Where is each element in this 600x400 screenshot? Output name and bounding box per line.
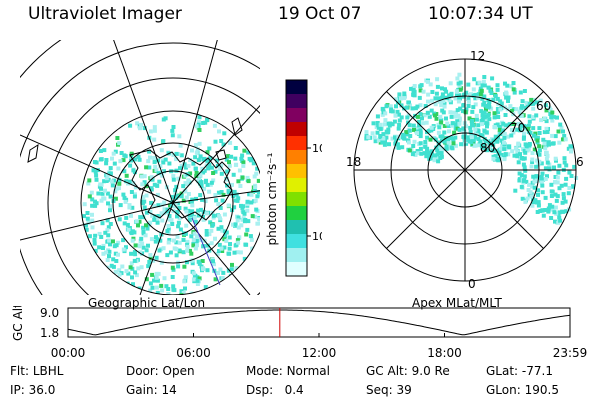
colorbar: 100 10 <box>285 79 322 277</box>
image-time: 10:07:34 UT <box>428 4 533 24</box>
apex-panel-label: Apex MLat/MLT <box>412 296 502 310</box>
instrument-title: Ultraviolet Imager <box>28 4 182 24</box>
colorbar-unit-label: photon cm⁻²s⁻¹ <box>265 152 279 246</box>
colorbar-cell <box>286 220 307 235</box>
xtick-label: 18:00 <box>427 346 462 360</box>
mode-info: Mode: Normal <box>246 364 330 378</box>
lat-label-70: 70 <box>510 121 525 135</box>
ytick-min: 1.8 <box>40 326 59 340</box>
dsp-info: Dsp: 0.4 <box>246 383 304 397</box>
colorbar-tick-label: 10 <box>312 230 322 243</box>
altitude-xticks: 00:00 06:00 12:00 18:00 23:59 <box>51 333 588 360</box>
mlt-label-18: 18 <box>346 155 361 169</box>
xtick-label: 00:00 <box>51 346 86 360</box>
apex-image: 12 6 0 18 80 70 60 <box>346 49 584 291</box>
colorbar-ticks: 100 10 <box>307 142 322 243</box>
gc-alt-info: GC Alt: 9.0 Re <box>366 364 450 378</box>
apex-aurora-pixels <box>364 72 579 225</box>
altitude-curve <box>67 309 571 336</box>
colorbar-scale <box>286 80 307 277</box>
geographic-grid <box>20 40 260 295</box>
altitude-ylabel: GC Alt <box>11 306 25 341</box>
gain-info: Gain: 14 <box>126 383 177 397</box>
ip-info: IP: 36.0 <box>10 383 56 397</box>
geographic-panel-label: Geographic Lat/Lon <box>88 296 206 310</box>
geographic-coastlines <box>27 117 243 221</box>
geographic-image <box>20 40 260 295</box>
glat-info: GLat: -77.1 <box>486 364 553 378</box>
filter-info: Flt: LBHL <box>10 364 64 378</box>
colorbar-cell <box>286 262 307 277</box>
ytick-max: 9.0 <box>40 306 59 320</box>
glon-info: GLon: 190.5 <box>486 383 559 397</box>
colorbar-tick-label: 100 <box>312 142 322 155</box>
mlt-label-0: 0 <box>468 277 476 291</box>
lat-label-60: 60 <box>536 99 551 113</box>
colorbar-cell <box>286 136 307 151</box>
apex-grid <box>353 58 577 282</box>
colorbar-cell <box>286 234 307 249</box>
seq-info: Seq: 39 <box>366 383 412 397</box>
colorbar-cell <box>286 94 307 109</box>
colorbar-cell <box>286 150 307 165</box>
colorbar-cell <box>286 178 307 193</box>
xtick-label: 12:00 <box>302 346 337 360</box>
colorbar-cell <box>286 206 307 221</box>
lat-label-80: 80 <box>480 141 495 155</box>
xtick-label: 23:59 <box>553 346 588 360</box>
mlt-label-6: 6 <box>576 155 584 169</box>
image-date: 19 Oct 07 <box>278 4 362 24</box>
door-info: Door: Open <box>126 364 195 378</box>
altitude-plot: 9.0 1.8 GC Alt 00:00 06:00 12:00 18:00 23:59 <box>11 306 588 360</box>
xtick-label: 06:00 <box>176 346 211 360</box>
mlt-label-12: 12 <box>470 49 485 63</box>
colorbar-cell <box>286 192 307 207</box>
satellite-track <box>191 217 221 286</box>
colorbar-cell <box>286 122 307 137</box>
colorbar-cell <box>286 164 307 179</box>
geographic-aurora-pixels <box>82 115 260 295</box>
colorbar-cell <box>286 248 307 263</box>
colorbar-cell <box>286 108 307 123</box>
colorbar-cell <box>286 80 307 95</box>
